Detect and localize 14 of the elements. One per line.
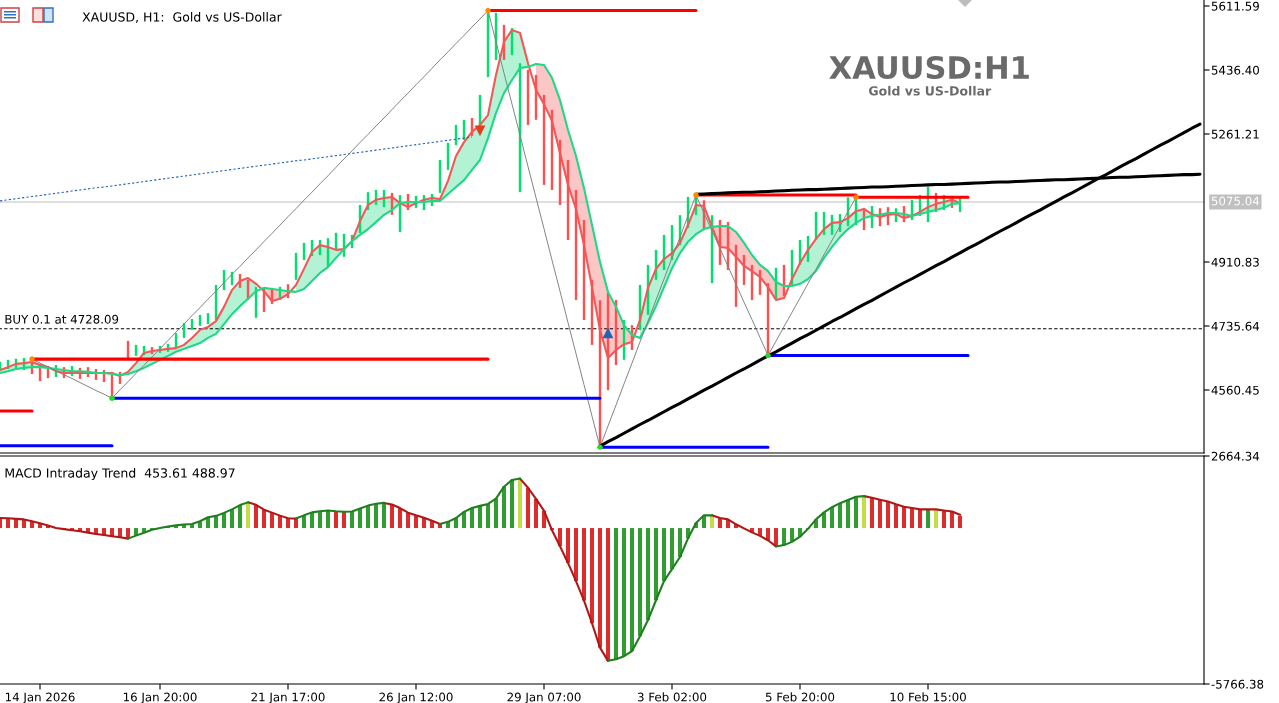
- y-tick-label: -5766.38: [1211, 679, 1264, 689]
- y-tick-label: 4735.64: [1211, 321, 1260, 331]
- y-tick-label: 2664.34: [1211, 451, 1260, 461]
- x-tick-label: 14 Jan 2026: [5, 692, 75, 703]
- x-tick-label: 3 Feb 02:00: [637, 692, 707, 702]
- x-tick-label: 26 Jan 12:00: [379, 692, 453, 703]
- x-tick-label: 29 Jan 07:00: [507, 692, 581, 703]
- text: MACD Intraday Trend 453.61 488.97: [5, 468, 235, 481]
- x-tick-label: 5 Feb 20:00: [765, 692, 835, 702]
- x-tick-label: 10 Feb 15:00: [890, 692, 966, 702]
- x-tick-label: 16 Jan 20:00: [123, 692, 197, 703]
- x-tick-label: 21 Jan 17:00: [251, 692, 325, 703]
- y-tick-label: 5611.59: [1211, 1, 1259, 11]
- y-tick-label: 4560.45: [1211, 385, 1259, 395]
